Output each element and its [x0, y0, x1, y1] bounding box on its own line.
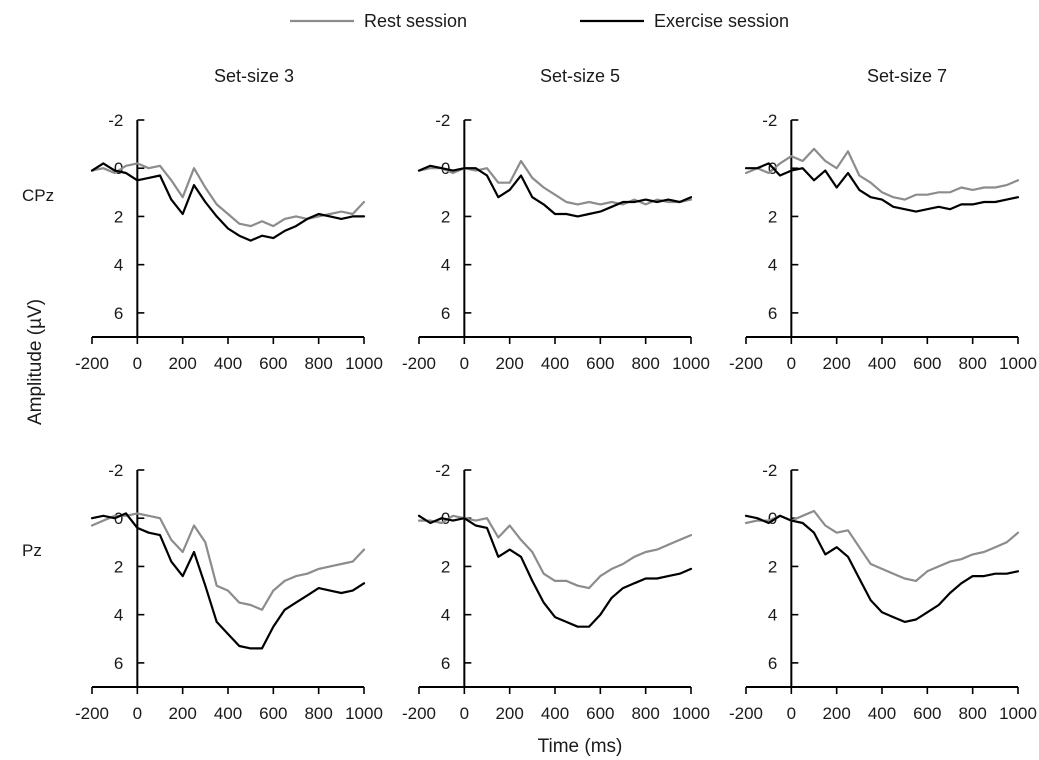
x-tick-label: 400 — [214, 704, 242, 723]
x-tick-label: 200 — [822, 354, 850, 373]
series-line-rest — [90, 162, 366, 228]
x-tick-label: 800 — [631, 704, 659, 723]
y-tick-label: 4 — [768, 606, 777, 625]
panel-cpz-set-size-3: -2 0 2 4 6 -200 0 200 400 600 800 1000 — [75, 111, 383, 373]
x-tick-label: -200 — [729, 354, 763, 373]
y-tick-label: 0 — [114, 159, 123, 178]
series-line-exercise — [90, 162, 366, 242]
y-tick-label: 2 — [768, 207, 777, 226]
series-line-exercise — [417, 164, 693, 218]
y-tick-label: 6 — [768, 304, 777, 323]
x-tick-label: 1000 — [999, 704, 1037, 723]
x-tick-label: 800 — [631, 354, 659, 373]
x-tick-label: 600 — [259, 704, 287, 723]
y-tick-label: 4 — [441, 256, 450, 275]
x-tick-label: 800 — [304, 704, 332, 723]
legend: Rest session Exercise session — [290, 11, 789, 31]
x-tick-label: 600 — [586, 354, 614, 373]
y-tick-label: 6 — [441, 304, 450, 323]
y-tick-label: 4 — [114, 606, 123, 625]
legend-label-exercise: Exercise session — [654, 11, 789, 31]
series-line-rest — [744, 147, 1020, 201]
x-tick-label: 1000 — [672, 704, 710, 723]
series-line-exercise — [744, 162, 1020, 213]
x-tick-label: 400 — [541, 704, 569, 723]
x-axis-title: Time (ms) — [538, 736, 623, 757]
panel-pz-set-size-3: -2 0 2 4 6 -200 0 200 400 600 800 1000 — [75, 461, 383, 723]
x-tick-label: 600 — [259, 354, 287, 373]
x-tick-label: 1000 — [345, 354, 383, 373]
x-tick-label: 0 — [133, 354, 142, 373]
series-line-exercise — [417, 514, 693, 628]
y-tick-label: 6 — [114, 304, 123, 323]
row-label-pz: Pz — [22, 541, 42, 560]
y-tick-label: -2 — [762, 461, 777, 480]
x-tick-label: 800 — [958, 354, 986, 373]
y-tick-label: 2 — [768, 557, 777, 576]
x-tick-label: 200 — [495, 354, 523, 373]
x-tick-label: 800 — [958, 704, 986, 723]
series-line-exercise — [90, 512, 366, 650]
series-line-rest — [417, 514, 693, 590]
x-tick-label: -200 — [402, 704, 436, 723]
x-tick-label: -200 — [729, 704, 763, 723]
x-tick-label: 1000 — [672, 354, 710, 373]
x-tick-label: 800 — [304, 354, 332, 373]
column-title-set-size-3: Set-size 3 — [214, 66, 294, 86]
x-tick-label: 200 — [495, 704, 523, 723]
x-tick-label: 400 — [868, 354, 896, 373]
y-tick-label: 2 — [441, 557, 450, 576]
x-tick-label: 400 — [868, 704, 896, 723]
column-title-set-size-7: Set-size 7 — [867, 66, 947, 86]
x-tick-label: 200 — [822, 704, 850, 723]
y-tick-label: 4 — [768, 256, 777, 275]
y-tick-label: -2 — [435, 461, 450, 480]
series-line-rest — [90, 512, 366, 611]
x-tick-label: -200 — [75, 704, 109, 723]
x-tick-label: 0 — [787, 704, 796, 723]
y-tick-label: -2 — [108, 111, 123, 130]
x-tick-label: 400 — [541, 354, 569, 373]
series-line-rest — [744, 509, 1020, 583]
x-tick-label: -200 — [402, 354, 436, 373]
legend-label-rest: Rest session — [364, 11, 467, 31]
row-label-cpz: CPz — [22, 186, 54, 205]
series-line-rest — [417, 159, 693, 206]
x-tick-label: 0 — [787, 354, 796, 373]
x-tick-label: 1000 — [999, 354, 1037, 373]
y-tick-label: 4 — [441, 606, 450, 625]
x-tick-label: 600 — [913, 354, 941, 373]
y-tick-label: -2 — [762, 111, 777, 130]
column-title-set-size-5: Set-size 5 — [540, 66, 620, 86]
y-tick-label: 6 — [768, 654, 777, 673]
y-tick-label: 6 — [114, 654, 123, 673]
y-tick-label: 0 — [114, 509, 123, 528]
y-tick-label: 2 — [114, 557, 123, 576]
y-axis-title: Amplitude (µV) — [25, 299, 46, 425]
y-tick-label: 4 — [114, 256, 123, 275]
x-tick-label: 400 — [214, 354, 242, 373]
y-tick-label: 2 — [114, 207, 123, 226]
y-tick-label: -2 — [108, 461, 123, 480]
x-tick-label: 0 — [133, 704, 142, 723]
x-tick-label: 200 — [168, 354, 196, 373]
x-tick-label: 0 — [460, 704, 469, 723]
y-tick-label: 2 — [441, 207, 450, 226]
x-tick-label: -200 — [75, 354, 109, 373]
x-tick-label: 200 — [168, 704, 196, 723]
x-tick-label: 600 — [586, 704, 614, 723]
y-tick-label: 6 — [441, 654, 450, 673]
x-tick-label: 600 — [913, 704, 941, 723]
series-line-exercise — [744, 514, 1020, 624]
y-tick-label: -2 — [435, 111, 450, 130]
x-tick-label: 1000 — [345, 704, 383, 723]
x-tick-label: 0 — [460, 354, 469, 373]
